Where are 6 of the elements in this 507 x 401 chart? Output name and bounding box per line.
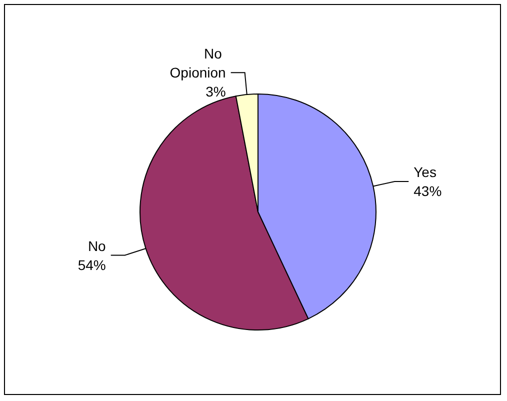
data-label: 54% <box>78 256 106 273</box>
data-label: 43% <box>414 182 442 199</box>
slice-label: No Opionion <box>170 46 226 81</box>
slice-label: No <box>88 238 106 254</box>
slice-label: Yes <box>414 164 436 180</box>
data-label: 3% <box>206 84 226 100</box>
